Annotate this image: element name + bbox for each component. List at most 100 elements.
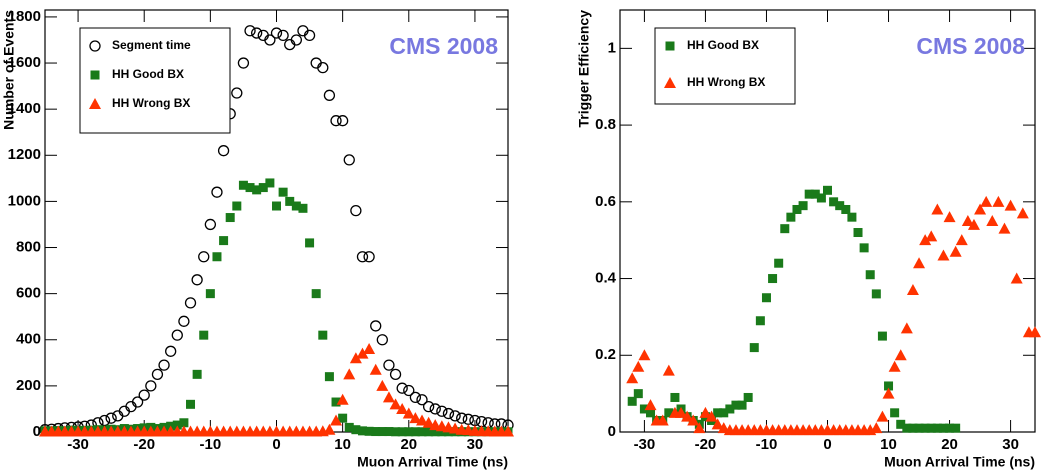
x-tick-label: 20 — [400, 436, 417, 453]
point — [270, 27, 283, 39]
point — [416, 394, 428, 406]
point — [311, 289, 321, 299]
point — [1029, 326, 1041, 338]
point — [786, 212, 796, 222]
point — [894, 349, 907, 361]
legend-label: HH Good BX — [687, 38, 759, 52]
y-tick-label: 1200 — [8, 146, 41, 163]
point — [804, 189, 814, 199]
x-tick-label: 30 — [467, 436, 484, 453]
x-axis-label: Muon Arrival Time (ns) — [884, 454, 1035, 470]
point — [955, 234, 968, 246]
point — [877, 331, 887, 341]
point — [349, 352, 362, 364]
point — [131, 396, 144, 408]
point — [876, 410, 889, 422]
x-tick-label: -20 — [133, 436, 155, 453]
point — [245, 183, 255, 193]
point — [442, 407, 455, 420]
point — [998, 222, 1011, 234]
point — [913, 257, 926, 269]
point — [914, 423, 924, 433]
point — [430, 427, 440, 437]
point — [363, 342, 376, 354]
point — [138, 389, 150, 401]
point — [925, 230, 938, 242]
point — [238, 180, 248, 190]
point — [305, 238, 315, 248]
point — [184, 297, 197, 309]
point — [317, 62, 329, 74]
point — [272, 201, 281, 211]
point — [323, 89, 336, 101]
point — [896, 419, 906, 429]
point — [1016, 207, 1029, 219]
y-tick-label: 400 — [16, 331, 41, 348]
point — [179, 418, 189, 428]
point — [252, 185, 262, 195]
point — [363, 251, 375, 263]
point — [402, 407, 415, 419]
x-tick-label: -30 — [634, 436, 656, 453]
point — [416, 414, 429, 426]
y-tick-label: 1800 — [8, 8, 41, 25]
point — [816, 193, 826, 203]
point — [961, 215, 974, 226]
x-tick-label: -30 — [67, 436, 89, 453]
point — [285, 196, 295, 206]
point — [199, 330, 209, 340]
point — [158, 359, 170, 371]
y-axis-label: Trigger Efficiency — [576, 10, 592, 128]
point — [171, 329, 183, 341]
point — [937, 249, 950, 261]
point — [105, 412, 117, 424]
x-axis-label: Muon Arrival Time (ns) — [357, 454, 508, 470]
point — [145, 380, 157, 392]
point — [211, 186, 223, 198]
point — [870, 422, 883, 434]
point — [290, 34, 302, 46]
point — [343, 368, 356, 380]
y-tick-label: 200 — [16, 377, 41, 394]
point — [232, 201, 242, 211]
y-tick-label: 0 — [608, 423, 616, 440]
legend-marker — [664, 77, 676, 88]
point — [409, 412, 422, 424]
point — [370, 320, 382, 332]
y-tick-label: 600 — [16, 285, 41, 302]
point — [932, 423, 942, 433]
point — [646, 408, 656, 418]
point — [639, 404, 649, 414]
point — [456, 412, 468, 424]
point — [409, 391, 422, 404]
point — [344, 422, 354, 432]
point — [502, 425, 514, 437]
legend-marker — [665, 41, 675, 51]
legend-label: HH Wrong BX — [687, 75, 765, 89]
point — [98, 414, 111, 427]
point — [992, 195, 1005, 207]
point — [369, 363, 382, 375]
point — [859, 243, 869, 253]
point — [251, 27, 263, 39]
point — [436, 405, 448, 417]
point — [397, 427, 407, 437]
point — [323, 423, 336, 435]
y-tick-label: 0.2 — [595, 346, 616, 363]
point — [931, 203, 944, 215]
point — [186, 399, 196, 409]
point — [823, 185, 832, 195]
point — [351, 425, 361, 435]
point — [920, 423, 930, 433]
x-tick-label: 30 — [1002, 436, 1019, 453]
legend-marker — [90, 70, 100, 80]
point — [237, 57, 250, 69]
point — [264, 34, 276, 46]
point — [902, 423, 912, 433]
point — [705, 410, 718, 422]
point — [324, 372, 334, 382]
point — [719, 408, 729, 418]
point — [404, 427, 414, 437]
annotation: CMS 2008 — [916, 33, 1025, 59]
y-tick-label: 0.6 — [595, 193, 616, 210]
